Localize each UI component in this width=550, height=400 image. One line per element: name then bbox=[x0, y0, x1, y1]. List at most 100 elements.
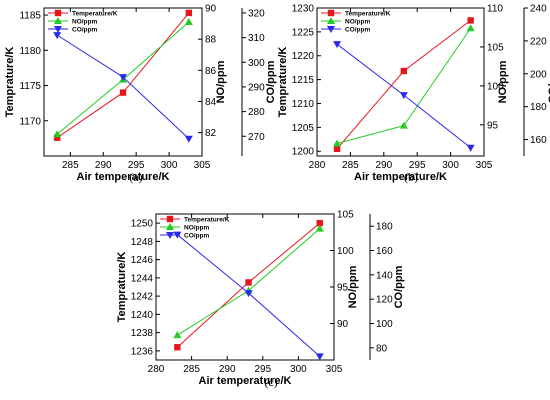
panel-caption: (c) bbox=[264, 375, 277, 389]
y-left-tick-label: 1210 bbox=[292, 99, 315, 110]
x-tick-label: 295 bbox=[254, 364, 271, 375]
y-right2-tick-label: 100 bbox=[376, 319, 393, 330]
y-right2-axis-label: CO/ppm bbox=[547, 60, 550, 103]
x-tick-label: 290 bbox=[95, 160, 112, 171]
y-right2-tick-label: 220 bbox=[530, 36, 547, 47]
data-point-no bbox=[315, 224, 324, 232]
y-right2-tick-label: 290 bbox=[248, 82, 265, 93]
data-point-no bbox=[399, 121, 408, 129]
y-right2-tick-label: 120 bbox=[376, 295, 393, 306]
x-tick-label: 305 bbox=[194, 160, 211, 171]
data-point-co bbox=[244, 290, 253, 298]
y-left-axis-label: Temprature/K bbox=[116, 252, 128, 323]
x-tick-label: 305 bbox=[476, 160, 493, 171]
legend-label-no: NO/ppm bbox=[72, 18, 97, 25]
legend-marker-co bbox=[54, 26, 62, 33]
x-tick-label: 305 bbox=[326, 364, 343, 375]
panel-caption: (b) bbox=[404, 170, 418, 184]
legend-marker-co bbox=[327, 26, 335, 33]
y-left-tick-label: 1215 bbox=[292, 75, 315, 86]
y-right2-tick-label: 310 bbox=[248, 33, 265, 44]
x-axis-label: Air temperature/K bbox=[354, 171, 447, 183]
legend-marker-temperature bbox=[166, 215, 174, 223]
y-left-tick-label: 1170 bbox=[19, 116, 41, 127]
legend-label-no: NO/ppm bbox=[184, 224, 209, 231]
y-right2-tick-label: 180 bbox=[530, 102, 547, 113]
chart-panel-a: 285 290 295 300 305 Air temperature/K 1170 1175… bbox=[4, 4, 277, 185]
y-left-tick-label: 1246 bbox=[131, 255, 154, 266]
y-right2-axis-label: CO/ppm bbox=[393, 265, 405, 308]
plot-frame bbox=[43, 7, 203, 157]
y-right1-tick-label: 90 bbox=[205, 4, 217, 15]
y-right1-tick-label: 90 bbox=[337, 319, 349, 330]
data-point-no bbox=[466, 24, 475, 32]
x-axis-label: Air temperature/K bbox=[77, 171, 170, 183]
y-right2-axis-label: CO/ppm bbox=[265, 60, 277, 103]
y-right2-tick-label: 300 bbox=[248, 58, 265, 69]
y-left-tick-label: 1244 bbox=[131, 273, 154, 284]
chart-panel-b: 280 285 290 295 300 305 Air temperature/K 1200 1… bbox=[277, 4, 550, 185]
data-point-no bbox=[184, 18, 193, 26]
y-right1-tick-label: 95 bbox=[487, 120, 499, 131]
legend-label-temperature: Temperature/K bbox=[184, 216, 230, 223]
data-point-co bbox=[466, 144, 475, 152]
y-right2-tick-label: 80 bbox=[376, 343, 388, 354]
data-point-co bbox=[119, 74, 127, 82]
y-right2-tick-label: 200 bbox=[530, 69, 547, 80]
y-right1-axis-label: NO/ppm bbox=[347, 265, 359, 308]
y-left-axis-label: Temprature/K bbox=[4, 47, 16, 118]
legend-label-no: NO/ppm bbox=[345, 18, 370, 25]
data-point-temperature bbox=[333, 145, 341, 153]
x-tick-label: 285 bbox=[62, 160, 79, 171]
x-tick-label: 290 bbox=[375, 160, 392, 171]
legend-label-temperature: Temperature/K bbox=[345, 10, 391, 17]
y-right2-tick-label: 320 bbox=[248, 8, 265, 19]
y-left-tick-label: 1180 bbox=[19, 46, 41, 57]
panel-caption: (a) bbox=[129, 170, 142, 184]
x-tick-label: 280 bbox=[309, 160, 326, 171]
y-right1-tick-label: 110 bbox=[487, 4, 503, 15]
y-right1-tick-label: 100 bbox=[337, 246, 354, 257]
data-point-co bbox=[333, 41, 342, 49]
y-right2-tick-label: 160 bbox=[376, 246, 393, 257]
legend-label-temperature: Temperature/K bbox=[72, 10, 118, 17]
data-point-temperature bbox=[53, 134, 61, 141]
x-tick-label: 280 bbox=[148, 364, 165, 375]
chart-panel-c: 280 285 290 295 300 305 Air temperature/K 1236 1… bbox=[116, 210, 405, 390]
y-left-tick-label: 1230 bbox=[292, 4, 315, 15]
y-left-tick-label: 1205 bbox=[292, 123, 315, 134]
data-point-temperature bbox=[174, 344, 181, 351]
legend-marker-no bbox=[166, 223, 174, 230]
data-point-co bbox=[315, 353, 324, 361]
y-right1-tick-label: 95 bbox=[337, 283, 349, 294]
legend-marker-temperature bbox=[54, 9, 62, 17]
legend-label-co: CO/ppm bbox=[72, 26, 97, 33]
legend-label-co: CO/ppm bbox=[345, 26, 370, 33]
y-right1-tick-label: 105 bbox=[487, 42, 504, 53]
data-point-no bbox=[53, 130, 62, 138]
y-right1-axis-label: NO/ppm bbox=[497, 60, 509, 103]
y-left-tick-label: 1185 bbox=[19, 11, 41, 22]
series-line-temperature bbox=[336, 20, 471, 150]
legend-marker-temperature bbox=[327, 9, 335, 17]
y-left-axis-label: Temprature/K bbox=[277, 47, 289, 118]
x-tick-label: 285 bbox=[183, 364, 200, 375]
series-line-co bbox=[56, 34, 190, 140]
x-tick-label: 300 bbox=[290, 364, 307, 375]
y-left-tick-label: 1220 bbox=[292, 51, 315, 62]
y-left-tick-label: 1242 bbox=[131, 292, 154, 303]
data-point-co bbox=[53, 32, 62, 40]
x-tick-label: 285 bbox=[342, 160, 359, 171]
y-right1-tick-label: 82 bbox=[205, 128, 217, 139]
plot-frame bbox=[316, 7, 485, 157]
y-left-tick-label: 1238 bbox=[131, 328, 154, 339]
y-left-tick-label: 1225 bbox=[292, 27, 315, 38]
data-point-temperature bbox=[185, 9, 193, 17]
data-point-no bbox=[173, 331, 182, 339]
legend-marker-co bbox=[166, 232, 174, 239]
y-right2-tick-label: 280 bbox=[248, 107, 265, 118]
y-left-tick-label: 1236 bbox=[131, 346, 154, 357]
plot-frame bbox=[155, 213, 335, 361]
x-tick-label: 300 bbox=[442, 160, 459, 171]
